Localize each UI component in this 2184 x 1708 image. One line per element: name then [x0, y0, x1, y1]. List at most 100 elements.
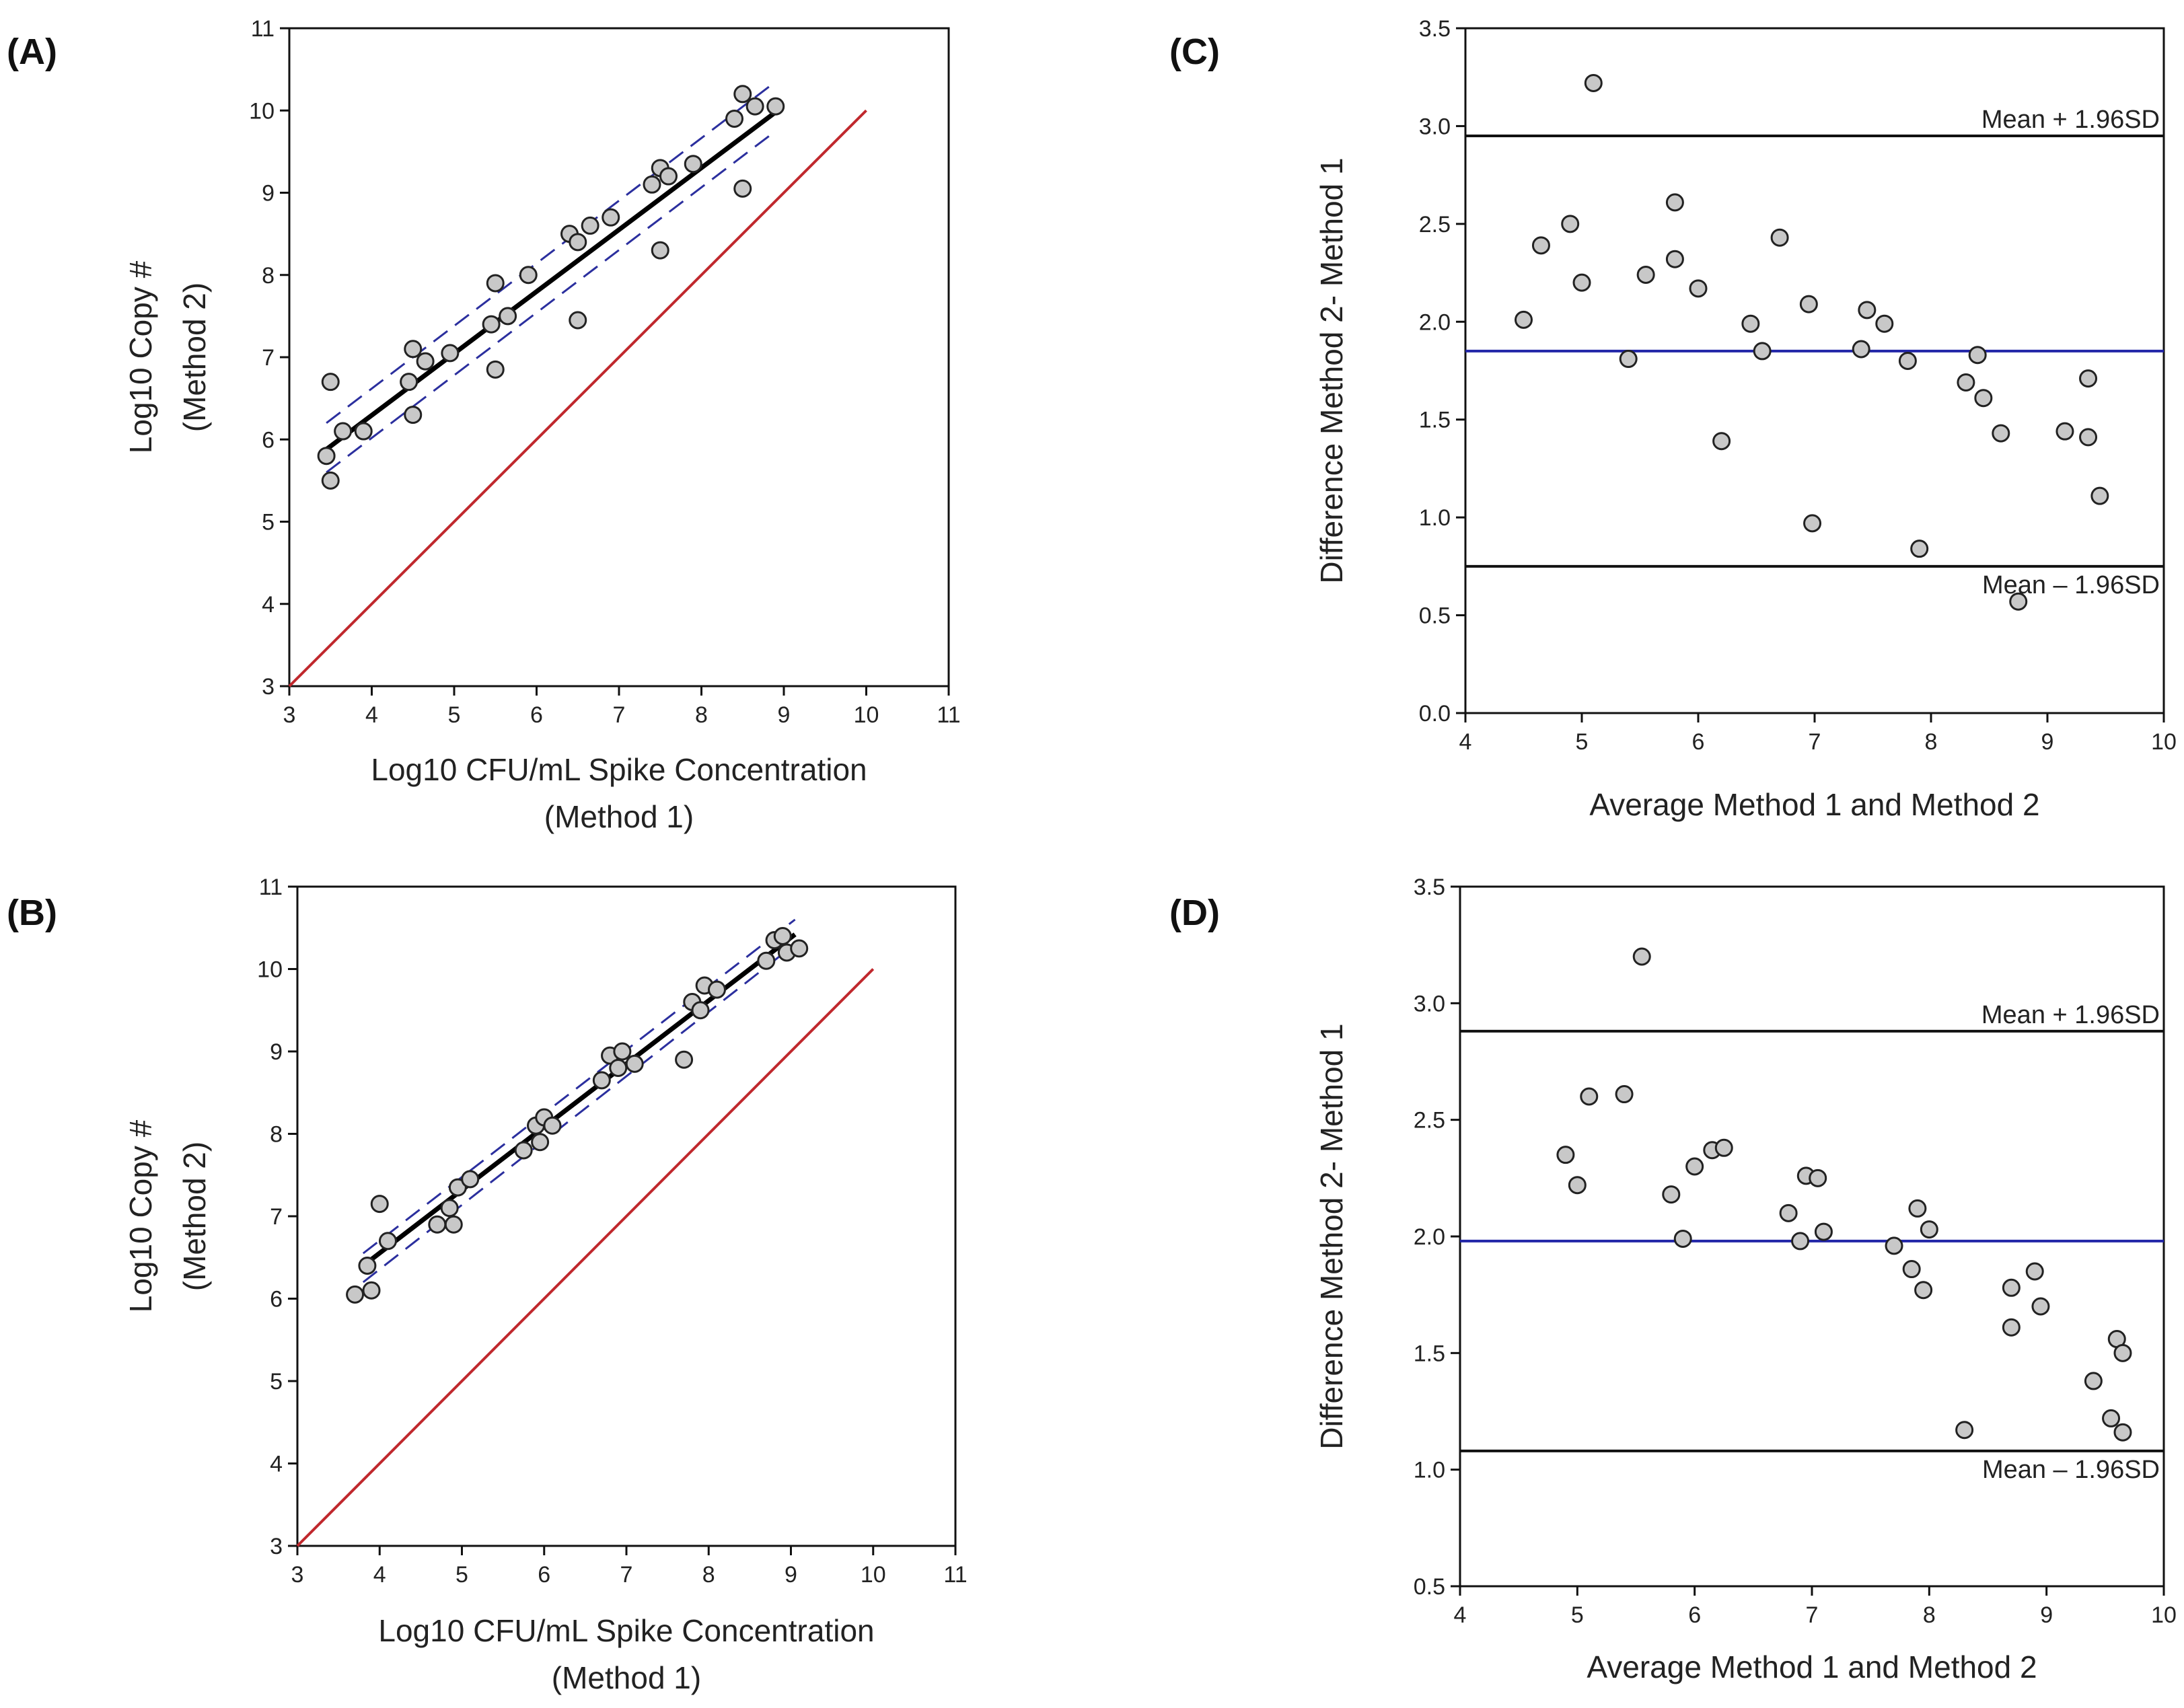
panel-label: (C) — [1169, 32, 1220, 72]
y-tick-label: 9 — [262, 181, 275, 207]
x-tick-label: 5 — [456, 1562, 468, 1588]
data-point — [1791, 1232, 1810, 1251]
data-point — [1584, 73, 1603, 92]
data-point — [1531, 236, 1550, 255]
y-tick-label: 8 — [270, 1122, 283, 1148]
data-point — [1714, 1138, 1733, 1157]
data-point — [482, 315, 501, 334]
y-axis-label: (Method 2) — [177, 283, 212, 432]
data-point — [416, 352, 435, 371]
data-point — [448, 1178, 467, 1197]
y-tick-label: 10 — [257, 957, 283, 983]
data-point — [1992, 424, 2010, 443]
data-point — [543, 1116, 562, 1135]
data-point — [733, 179, 752, 198]
data-point — [1809, 1168, 1827, 1187]
data-point — [733, 85, 752, 104]
y-axis-label: Log10 Copy # — [123, 260, 158, 453]
data-point — [486, 274, 505, 293]
data-point — [1858, 301, 1877, 320]
data-point — [2079, 428, 2098, 447]
data-point — [1920, 1220, 1938, 1239]
y-tick-label: 3.0 — [1419, 114, 1451, 139]
panel-a: (A) 3 4 5 6 7 8 9 10 11 3 4 5 6 7 8 9 10 11 Log10 CFU/mL Sp… — [7, 16, 961, 834]
data-point — [317, 447, 336, 466]
y-tick-label: 2.5 — [1419, 212, 1451, 237]
data-point — [346, 1285, 365, 1304]
data-point — [569, 311, 587, 330]
lower-limit-label: Mean – 1.96SD — [1982, 571, 2160, 599]
data-point — [370, 1195, 389, 1214]
data-point — [1665, 250, 1684, 268]
identity-line — [296, 968, 875, 1547]
data-point — [378, 1232, 397, 1251]
y-tick-label: 3.5 — [1419, 16, 1451, 42]
y-tick-label: 0.5 — [1419, 603, 1451, 629]
y-tick-label: 1.5 — [1414, 1341, 1445, 1366]
data-point — [1580, 1087, 1599, 1106]
data-point — [1556, 1146, 1575, 1164]
panel-label: (D) — [1169, 893, 1220, 933]
data-point — [1875, 314, 1894, 333]
identity-line — [288, 109, 867, 688]
x-tick-label: 7 — [620, 1562, 633, 1588]
x-axis-label: Average Method 1 and Method 2 — [1587, 1649, 2037, 1684]
y-axis-label: Log10 Copy # — [123, 1119, 158, 1312]
data-point — [2002, 1318, 2021, 1337]
data-point — [1673, 1229, 1692, 1248]
data-point — [2113, 1343, 2132, 1362]
x-tick-label: 11 — [937, 702, 960, 728]
data-point — [1814, 1222, 1833, 1241]
data-point — [1803, 514, 1822, 533]
data-point — [569, 233, 587, 252]
data-point — [531, 1133, 550, 1152]
x-tick-label: 8 — [695, 702, 708, 728]
data-point — [321, 471, 340, 490]
panel-c: (C) 4 5 6 7 8 9 10 0.0 0.5 1.0 1.5 2.0 2.5 3.0 3.5 Avera… — [1169, 16, 2177, 822]
data-point — [514, 1141, 533, 1160]
data-point — [2055, 422, 2074, 441]
data-point — [440, 1199, 459, 1218]
x-tick-label: 7 — [1809, 729, 1821, 755]
data-point — [691, 1001, 710, 1020]
x-axis-label: Average Method 1 and Method 2 — [1589, 787, 2039, 822]
data-point — [428, 1215, 447, 1234]
data-point — [773, 927, 792, 945]
panel-d: (D) 4 5 6 7 8 9 10 0.5 1.0 1.5 2.0 2.5 3.0 3.5 Average … — [1169, 875, 2177, 1684]
data-point — [461, 1170, 480, 1189]
data-point — [499, 307, 517, 326]
data-point — [358, 1257, 377, 1275]
data-point — [1885, 1236, 1903, 1255]
data-point — [2102, 1409, 2121, 1427]
x-tick-label: 9 — [2040, 1602, 2053, 1628]
x-axis-label: Log10 CFU/mL Spike Concentration — [371, 752, 867, 787]
data-point — [1689, 279, 1708, 298]
data-point — [2113, 1423, 2132, 1442]
data-point — [404, 340, 423, 359]
data-point — [1561, 215, 1580, 233]
data-point — [625, 1054, 644, 1073]
data-point — [400, 373, 418, 392]
panel-label: (A) — [7, 32, 57, 72]
x-tick-label: 5 — [1576, 729, 1589, 755]
y-tick-label: 3.5 — [1414, 875, 1445, 900]
x-tick-label: 10 — [2151, 1602, 2177, 1628]
y-tick-label: 3 — [262, 674, 275, 700]
data-point — [2025, 1262, 2044, 1281]
x-tick-label: 6 — [538, 1562, 550, 1588]
y-tick-label: 7 — [262, 345, 275, 371]
y-tick-label: 11 — [259, 875, 283, 900]
upper-limit-label: Mean + 1.96SD — [1981, 106, 2160, 134]
y-tick-label: 7 — [270, 1204, 283, 1230]
data-point — [1902, 1260, 1921, 1279]
data-point — [486, 360, 505, 379]
data-point — [675, 1050, 694, 1069]
data-point — [1615, 1085, 1634, 1104]
data-point — [1770, 228, 1789, 247]
x-tick-label: 6 — [1688, 1602, 1701, 1628]
panel-b: (B) 3 4 5 6 7 8 9 10 11 3 4 5 6 7 8 9 10 11 Log10 CFU/mL Sp… — [7, 875, 968, 1695]
data-point — [1957, 373, 1975, 392]
x-tick-label: 8 — [1925, 729, 1938, 755]
x-tick-label: 5 — [448, 702, 461, 728]
x-tick-label: 4 — [1454, 1602, 1467, 1628]
